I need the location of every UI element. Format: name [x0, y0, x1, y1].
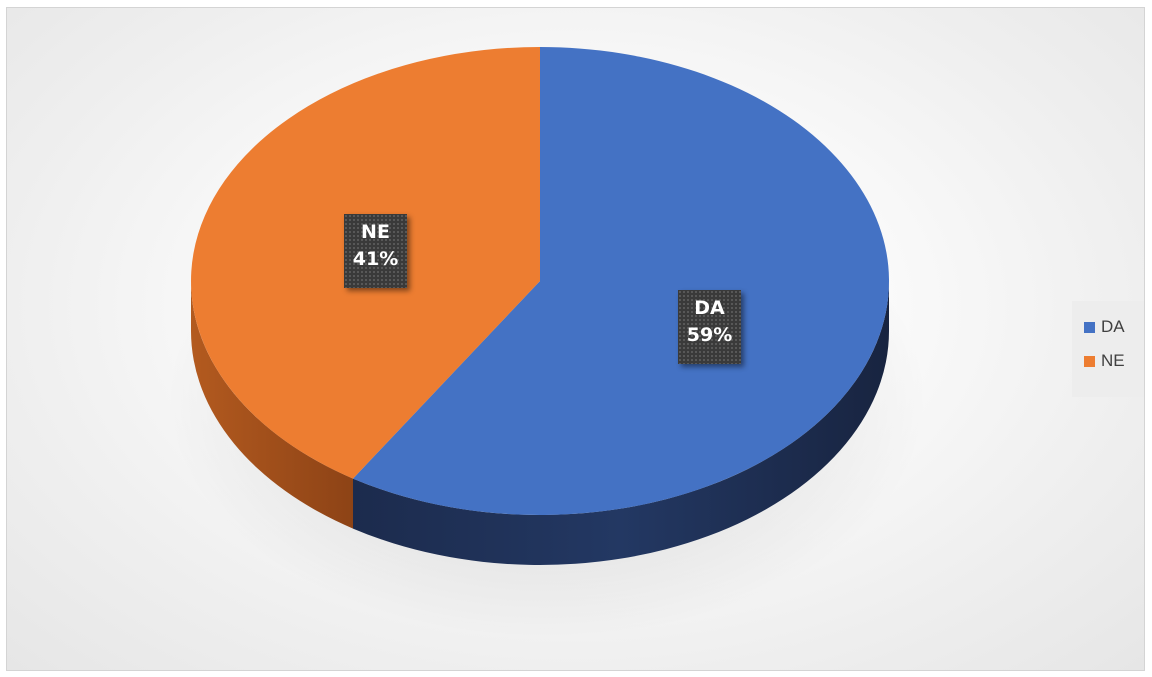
data-label-ne-category: NE [361, 221, 390, 243]
data-label-da-category: DA [694, 297, 725, 319]
data-label-da-percent: 59% [686, 324, 733, 346]
legend-item-ne: NE [1072, 349, 1144, 373]
data-label-ne: NE 41% [344, 214, 407, 288]
pie-chart [167, 47, 927, 638]
pie-slice-da [353, 47, 890, 515]
data-label-da: DA 59% [678, 290, 741, 364]
legend-swatch-ne [1084, 355, 1095, 367]
pie-side-da [353, 281, 889, 565]
pie-side-ne [191, 281, 353, 529]
legend: DA NE [1072, 301, 1144, 397]
data-label-ne-percent: 41% [352, 248, 399, 270]
legend-label-ne: NE [1101, 351, 1125, 370]
legend-item-da: DA [1072, 315, 1144, 339]
legend-swatch-da [1084, 321, 1095, 333]
chart-area: NE 41% DA 59% DA NE [6, 7, 1145, 671]
legend-label-da: DA [1101, 317, 1125, 336]
